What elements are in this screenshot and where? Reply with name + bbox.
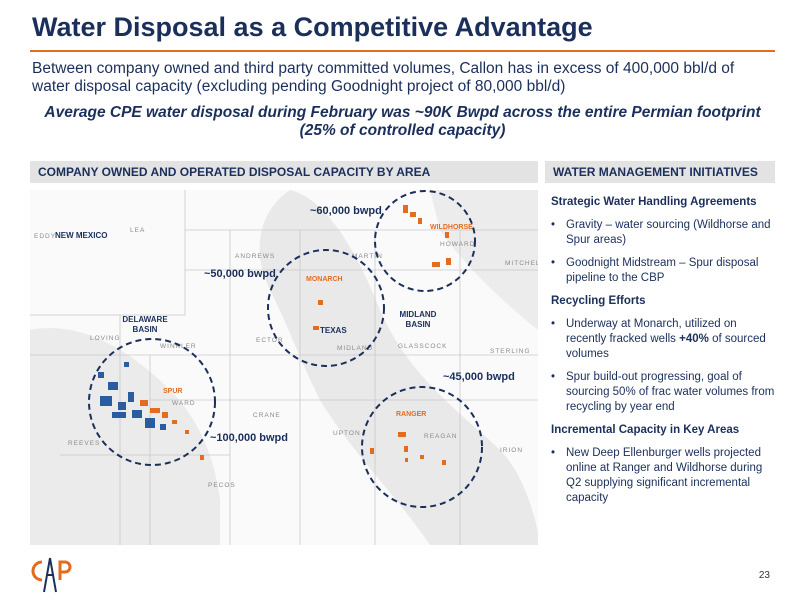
- section-title: Incremental Capacity in Key Areas: [551, 424, 740, 436]
- bullet-emphasis: +40%: [679, 333, 709, 345]
- capacity-label: ~60,000 bwpd: [310, 205, 382, 217]
- asset-label: SPUR: [163, 388, 182, 395]
- svg-text:IRION: IRION: [500, 447, 523, 454]
- capacity-circles: [88, 190, 483, 508]
- asset-label: RANGER: [396, 411, 426, 418]
- svg-text:ANDREWS: ANDREWS: [235, 253, 275, 260]
- svg-text:CRANE: CRANE: [253, 412, 281, 419]
- bullet-text: of sourced volumes: [566, 333, 766, 360]
- bullet: Gravity – water sourcing (Wildhorse and …: [551, 218, 776, 248]
- map-heading: COMPANY OWNED AND OPERATED DISPOSAL CAPA…: [30, 161, 538, 183]
- svg-text:MARTIN: MARTIN: [352, 253, 383, 260]
- bullet-text: Underway at Monarch, utilized on recentl…: [566, 318, 737, 345]
- capacity-circle: [361, 386, 483, 508]
- bullet: Goodnight Midstream – Spur disposal pipe…: [551, 256, 776, 286]
- state-label: NEW MEXICO: [55, 231, 107, 240]
- bullet: Spur build-out progressing, goal of sour…: [551, 370, 776, 415]
- basin-label: DELAWARE: [122, 315, 168, 324]
- capacity-circle: [88, 338, 216, 466]
- svg-text:UPTON: UPTON: [333, 430, 361, 437]
- capacity-label: ~45,000 bwpd: [443, 371, 515, 383]
- capacity-circle: [374, 190, 476, 292]
- svg-text:LOVING: LOVING: [90, 335, 121, 342]
- section-title: Strategic Water Handling Agreements: [551, 196, 757, 208]
- basin-label: BASIN: [133, 325, 158, 334]
- bullet-list: Gravity – water sourcing (Wildhorse and …: [551, 218, 776, 286]
- page-number: 23: [758, 570, 770, 581]
- company-logo: [31, 557, 72, 593]
- svg-text:REAGAN: REAGAN: [424, 433, 457, 440]
- initiatives-panel: Strategic Water Handling Agreements Grav…: [551, 193, 776, 514]
- bullet-list: Underway at Monarch, utilized on recentl…: [551, 317, 776, 415]
- asset-label: MONARCH: [306, 276, 343, 283]
- highlight-text: Average CPE water disposal during Februa…: [44, 104, 761, 139]
- svg-text:WINKLER: WINKLER: [160, 343, 197, 350]
- svg-text:PECOS: PECOS: [208, 482, 236, 489]
- svg-text:MITCHELL: MITCHELL: [505, 260, 545, 267]
- slide-title: Water Disposal as a Competitive Advantag…: [32, 12, 593, 42]
- svg-text:ECTOR: ECTOR: [256, 337, 284, 344]
- map-base: EDDY LEA ANDREWS MARTIN HOWARD MITCHELL …: [30, 190, 545, 545]
- svg-text:LEA: LEA: [130, 227, 145, 234]
- section-title: Recycling Efforts: [551, 295, 646, 307]
- bullet: Underway at Monarch, utilized on recentl…: [551, 317, 776, 362]
- asset-label: WILDHORSE: [430, 224, 473, 231]
- svg-text:WARD: WARD: [172, 400, 196, 407]
- svg-text:MIDLAND: MIDLAND: [337, 345, 373, 352]
- basin-label: BASIN: [406, 320, 431, 329]
- basin-label: MIDLAND: [400, 310, 437, 319]
- map-labels: NEW MEXICO TEXAS DELAWARE BASIN MIDLAND …: [55, 224, 473, 418]
- state-label: TEXAS: [320, 326, 347, 335]
- bullet: New Deep Ellenburger wells projected onl…: [551, 446, 776, 506]
- capacity-circle: [267, 249, 385, 367]
- capacity-label: ~100,000 bwpd: [210, 432, 288, 444]
- svg-text:STERLING: STERLING: [490, 348, 531, 355]
- intro-text: Between company owned and third party co…: [32, 60, 735, 95]
- bullet-list: New Deep Ellenburger wells projected onl…: [551, 446, 776, 506]
- initiatives-heading: WATER MANAGEMENT INITIATIVES: [545, 161, 775, 183]
- svg-text:HOWARD: HOWARD: [440, 241, 475, 248]
- title-rule: [30, 50, 775, 52]
- svg-text:GLASSCOCK: GLASSCOCK: [398, 343, 447, 350]
- capacity-label: ~50,000 bwpd: [204, 268, 276, 280]
- svg-text:EDDY: EDDY: [34, 233, 56, 240]
- svg-text:REEVES: REEVES: [68, 440, 100, 447]
